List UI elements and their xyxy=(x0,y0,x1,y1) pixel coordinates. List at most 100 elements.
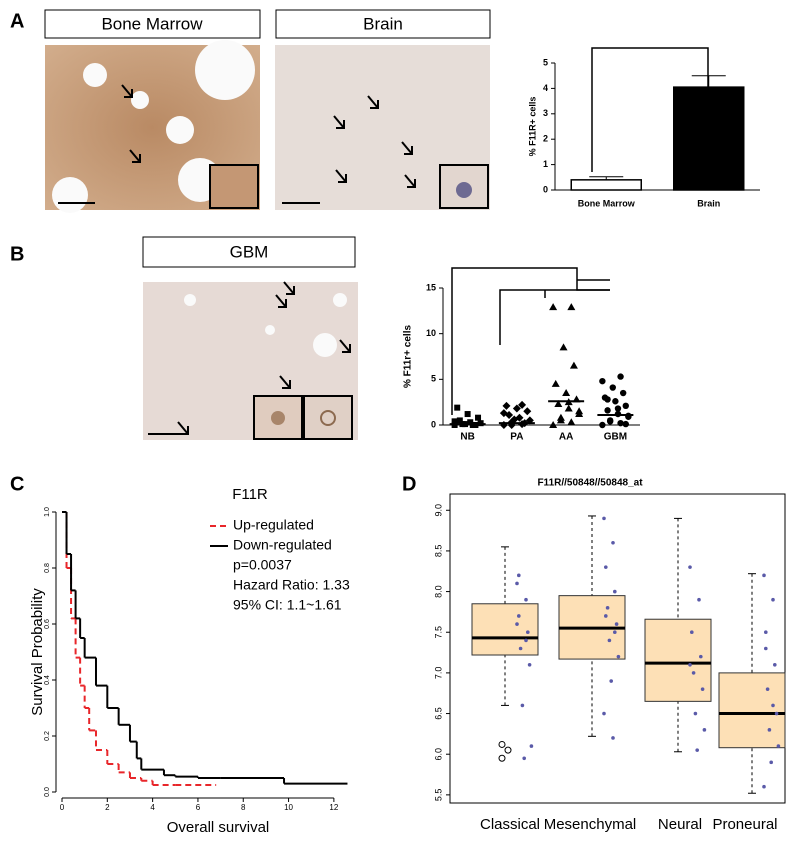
x-tick-label: Classical xyxy=(480,816,540,833)
point xyxy=(526,630,530,635)
y-tick-label: 8.0 xyxy=(433,585,443,598)
point xyxy=(604,614,608,618)
y-tick-label: 5 xyxy=(431,374,436,384)
point xyxy=(522,756,526,761)
panel-label: C xyxy=(10,473,24,495)
point xyxy=(700,687,705,691)
micrograph xyxy=(275,45,490,210)
legend-label: Down-regulated xyxy=(233,537,332,553)
x-tick-label: NB xyxy=(460,432,474,443)
point xyxy=(523,407,532,416)
x-tick-label: 0 xyxy=(60,803,65,812)
point xyxy=(551,379,560,387)
y-tick-label: 6.0 xyxy=(433,748,443,761)
point xyxy=(604,396,611,403)
y-tick-label: 0.2 xyxy=(44,731,51,741)
y-tick-label: 3 xyxy=(543,108,548,118)
point xyxy=(613,589,617,594)
point xyxy=(762,784,766,789)
x-tick-label: Brain xyxy=(697,198,720,208)
point xyxy=(567,303,576,311)
x-axis-label: Overall survival xyxy=(167,819,270,836)
annotation: 95% CI: 1.1~1.61 xyxy=(233,597,342,613)
point xyxy=(499,409,508,418)
point xyxy=(771,703,775,708)
x-tick-label: 10 xyxy=(284,803,293,812)
box xyxy=(471,603,539,656)
point xyxy=(604,565,608,569)
x-tick-label: GBM xyxy=(604,432,627,443)
micrograph xyxy=(45,40,260,213)
point xyxy=(622,402,629,410)
point xyxy=(605,606,610,610)
panel-label: D xyxy=(402,473,416,495)
label-box xyxy=(275,9,491,39)
outlier xyxy=(498,740,506,748)
point xyxy=(602,711,606,716)
point xyxy=(515,622,519,626)
point xyxy=(609,679,613,683)
point xyxy=(564,404,573,412)
point xyxy=(556,416,565,424)
y-tick-label: 0.0 xyxy=(44,787,51,797)
outlier xyxy=(504,746,512,754)
label-box xyxy=(142,236,356,268)
point xyxy=(619,389,627,397)
x-tick-label: 6 xyxy=(196,803,201,812)
y-tick-label: 0 xyxy=(543,184,548,194)
point xyxy=(562,389,571,397)
point xyxy=(613,630,617,635)
point xyxy=(517,614,521,618)
point xyxy=(773,662,777,667)
point xyxy=(456,417,463,424)
point xyxy=(688,662,692,667)
x-tick-label: Mesenchymal xyxy=(544,816,637,833)
y-tick-label: 0.8 xyxy=(44,563,51,573)
y-axis-label: % F11r+ cells xyxy=(403,325,414,389)
point xyxy=(697,597,701,602)
y-tick-label: 7.0 xyxy=(433,667,443,680)
point xyxy=(769,760,773,765)
point xyxy=(575,407,584,415)
point xyxy=(512,404,521,413)
point xyxy=(554,399,563,407)
image-label: Bone Marrow xyxy=(101,14,203,33)
x-tick-label: 12 xyxy=(329,803,338,812)
legend-label: Up-regulated xyxy=(233,517,314,533)
box xyxy=(644,618,712,702)
y-tick-label: 0.6 xyxy=(44,619,51,629)
point xyxy=(467,419,474,426)
point xyxy=(702,728,707,732)
point xyxy=(614,405,622,412)
point xyxy=(529,744,534,748)
image-label: GBM xyxy=(230,242,269,261)
point xyxy=(776,744,781,748)
y-tick-label: 0.4 xyxy=(44,675,51,685)
point xyxy=(604,407,611,414)
point xyxy=(527,662,532,667)
y-tick-label: 10 xyxy=(426,328,436,338)
point xyxy=(510,415,519,424)
x-tick-label: PA xyxy=(510,432,523,443)
point xyxy=(617,419,624,427)
point xyxy=(614,622,619,626)
image-label: Brain xyxy=(363,14,403,33)
bar xyxy=(570,179,642,191)
arrows xyxy=(121,84,416,435)
point xyxy=(502,401,511,410)
point xyxy=(688,565,692,569)
point xyxy=(611,540,615,545)
point xyxy=(602,516,606,521)
point xyxy=(771,597,775,602)
annotation: p=0.0037 xyxy=(233,557,292,573)
micrograph xyxy=(143,282,358,440)
y-tick-label: 7.5 xyxy=(433,626,443,639)
point xyxy=(520,703,525,708)
y-tick-label: 6.5 xyxy=(433,707,443,720)
point xyxy=(599,377,606,385)
point xyxy=(691,671,696,675)
point xyxy=(609,384,616,391)
point xyxy=(617,373,624,380)
point xyxy=(607,638,612,643)
annotation: Hazard Ratio: 1.33 xyxy=(233,577,350,593)
